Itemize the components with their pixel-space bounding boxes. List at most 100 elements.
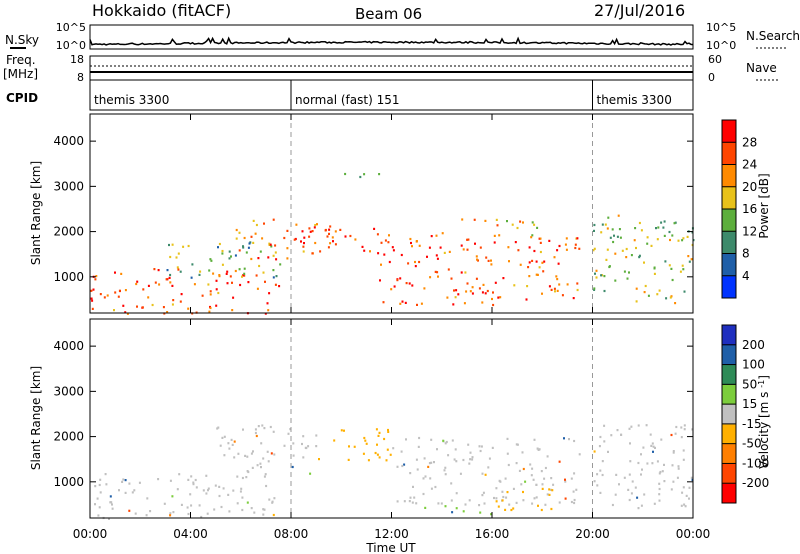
data-cell bbox=[446, 296, 449, 299]
data-cell bbox=[222, 487, 225, 490]
data-cell bbox=[235, 237, 238, 240]
data-cell bbox=[492, 291, 494, 294]
data-cell bbox=[94, 278, 97, 281]
data-cell bbox=[390, 288, 393, 291]
data-cell bbox=[147, 296, 150, 299]
data-cell bbox=[332, 240, 334, 243]
data-cell bbox=[234, 254, 237, 257]
data-cell bbox=[415, 458, 418, 461]
colorbar-tick-label: 16 bbox=[742, 202, 757, 216]
data-cell bbox=[490, 263, 493, 266]
data-cell bbox=[138, 481, 141, 484]
data-cell bbox=[451, 439, 454, 442]
data-cell bbox=[533, 223, 536, 226]
nsearch-label: N.Search bbox=[746, 29, 800, 43]
data-cell bbox=[663, 220, 666, 223]
data-cell bbox=[685, 494, 688, 497]
data-cell bbox=[219, 444, 222, 447]
time-axis-label: Time UT bbox=[365, 541, 416, 554]
data-cell bbox=[629, 442, 631, 445]
data-cell bbox=[415, 502, 418, 505]
data-cell bbox=[245, 251, 248, 254]
data-cell bbox=[599, 491, 602, 494]
data-cell bbox=[328, 228, 331, 231]
data-cell bbox=[250, 507, 253, 510]
data-cell bbox=[637, 424, 640, 427]
data-cell bbox=[334, 243, 337, 246]
cpid-segment-label: themis 3300 bbox=[597, 93, 672, 107]
data-cell bbox=[481, 494, 484, 497]
data-cell bbox=[302, 456, 305, 459]
data-cell bbox=[537, 448, 540, 451]
data-cell bbox=[189, 493, 192, 496]
data-cell bbox=[122, 478, 125, 481]
velocity-colorbar-label-exponent: -1 bbox=[757, 380, 766, 388]
data-cell bbox=[377, 434, 380, 437]
data-cell bbox=[241, 508, 244, 512]
data-cell bbox=[651, 442, 654, 445]
data-cell bbox=[634, 486, 637, 489]
data-cell bbox=[257, 257, 260, 260]
data-cell bbox=[234, 269, 237, 273]
data-cell bbox=[511, 223, 514, 226]
data-cell bbox=[631, 480, 634, 483]
data-cell bbox=[293, 238, 296, 241]
data-cell bbox=[661, 470, 664, 473]
data-cell bbox=[643, 291, 646, 294]
data-cell bbox=[378, 456, 381, 459]
data-cell bbox=[635, 300, 638, 303]
data-cell bbox=[331, 236, 334, 239]
data-cell bbox=[175, 256, 178, 259]
data-cell bbox=[641, 468, 643, 471]
cpid-panel: CPID themis 3300 normal (fast) 151 themis … bbox=[6, 79, 694, 111]
y-tick-label: 4000 bbox=[53, 134, 84, 148]
data-cell bbox=[533, 497, 536, 500]
data-cell bbox=[230, 255, 232, 258]
data-cell bbox=[576, 288, 579, 292]
data-cell bbox=[637, 507, 640, 510]
data-cell bbox=[440, 502, 443, 505]
data-cell bbox=[543, 260, 546, 263]
data-cell bbox=[528, 261, 531, 264]
data-cell bbox=[400, 450, 403, 453]
data-cell bbox=[260, 442, 263, 445]
data-cell bbox=[202, 489, 205, 492]
data-cell bbox=[231, 443, 234, 446]
data-cell bbox=[169, 479, 172, 482]
data-cell bbox=[268, 292, 271, 295]
data-cell bbox=[238, 268, 241, 271]
data-cell bbox=[488, 457, 491, 460]
data-cell bbox=[535, 496, 538, 499]
nsky-rtick-top: 10^5 bbox=[706, 21, 736, 34]
y-tick-label: 3000 bbox=[53, 384, 84, 398]
data-cell bbox=[198, 504, 201, 507]
time-tick-label: 00:00 bbox=[676, 527, 711, 541]
nsky-trace bbox=[89, 36, 694, 46]
data-cell bbox=[550, 288, 553, 291]
data-cell bbox=[294, 237, 297, 241]
data-cell bbox=[232, 296, 235, 299]
data-cell bbox=[490, 513, 493, 516]
data-cell bbox=[681, 239, 684, 242]
data-cell bbox=[422, 477, 425, 480]
data-cell bbox=[551, 489, 554, 492]
data-cell bbox=[263, 508, 266, 511]
data-cell bbox=[447, 268, 450, 271]
data-cell bbox=[505, 496, 508, 499]
data-cell bbox=[374, 451, 377, 455]
data-cell bbox=[383, 437, 386, 441]
data-cell bbox=[268, 242, 271, 245]
data-cell bbox=[550, 477, 553, 480]
data-cell bbox=[680, 426, 683, 429]
data-cell bbox=[242, 245, 244, 248]
data-cell bbox=[594, 272, 596, 275]
data-cell bbox=[612, 240, 615, 244]
data-cell bbox=[396, 465, 399, 468]
data-cell bbox=[618, 228, 621, 231]
data-cell bbox=[671, 464, 674, 467]
data-cell bbox=[649, 433, 652, 436]
cpid-segment-label: normal (fast) 151 bbox=[295, 93, 399, 107]
data-cell bbox=[541, 487, 544, 490]
data-cell bbox=[241, 275, 243, 278]
data-cell bbox=[455, 492, 458, 495]
